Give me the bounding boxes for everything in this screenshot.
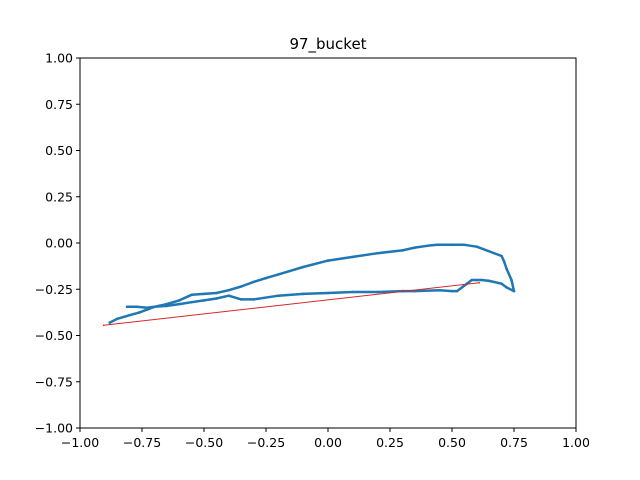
data-point <box>450 289 454 293</box>
data-point <box>252 280 255 284</box>
x-tick-label: 0.75 <box>500 435 528 450</box>
plot-frame <box>79 57 577 429</box>
x-tick-label: −1.00 <box>61 435 99 450</box>
data-point <box>102 324 105 327</box>
x-tick-label: −0.50 <box>185 435 223 450</box>
data-point <box>115 317 119 321</box>
data-point <box>202 292 206 296</box>
data-point <box>125 305 129 309</box>
data-point <box>277 273 280 276</box>
data-point <box>480 278 484 282</box>
data-point <box>326 291 330 295</box>
y-tick-label: 1.00 <box>45 51 73 66</box>
data-point <box>215 297 218 300</box>
data-point <box>475 278 479 282</box>
data-point <box>376 251 379 255</box>
data-point <box>502 260 506 263</box>
series-line-1 <box>103 282 480 326</box>
data-point <box>435 243 439 247</box>
data-point <box>505 267 508 271</box>
y-tick-label: −0.75 <box>35 374 73 389</box>
series-layer <box>102 243 516 327</box>
x-tick-label: 0.50 <box>438 435 466 450</box>
data-point <box>239 298 243 301</box>
data-point <box>487 279 491 283</box>
data-point <box>128 313 131 317</box>
y-tick-label: −0.25 <box>35 282 73 297</box>
data-point <box>138 311 141 314</box>
data-point <box>264 276 268 280</box>
data-point <box>145 306 149 310</box>
x-axis: −1.00 −0.75 −0.50 −0.25 0.00 0.25 0.50 0.75 1.00 <box>61 428 590 450</box>
data-point <box>108 321 112 324</box>
y-tick-label: 0.75 <box>45 97 73 112</box>
data-point <box>190 293 193 297</box>
data-point <box>135 305 139 309</box>
data-point <box>239 285 243 288</box>
data-point <box>190 300 193 304</box>
x-tick-label: −0.75 <box>123 435 161 450</box>
data-point <box>227 294 231 298</box>
x-tick-label: 0.00 <box>314 435 342 450</box>
data-point <box>510 278 513 282</box>
data-point <box>478 282 481 284</box>
data-point <box>301 265 305 269</box>
data-point <box>505 286 508 289</box>
data-point <box>455 289 459 293</box>
y-axis: −1.00 −0.75 −0.50 −0.25 0.00 0.25 0.50 0.75 1.00 <box>35 51 80 436</box>
data-point <box>177 299 181 302</box>
data-point <box>351 255 355 259</box>
data-point <box>177 302 181 306</box>
y-tick-label: 0.50 <box>45 143 73 158</box>
chart-title: 97_bucket <box>289 35 366 54</box>
y-tick-label: 0.25 <box>45 189 73 204</box>
data-point <box>227 288 231 292</box>
data-point <box>165 302 169 306</box>
data-point <box>351 290 355 294</box>
y-tick-label: −1.00 <box>35 421 73 436</box>
data-point <box>450 243 454 247</box>
data-point <box>326 259 330 262</box>
data-point <box>470 278 474 282</box>
data-point <box>145 308 149 311</box>
data-point <box>475 245 479 248</box>
data-point <box>202 299 206 302</box>
y-tick-label: −0.50 <box>35 328 73 343</box>
data-point <box>277 294 280 298</box>
data-point <box>500 254 503 258</box>
data-point <box>153 305 156 309</box>
data-point <box>413 246 417 249</box>
x-tick-label: 0.25 <box>376 435 404 450</box>
data-point <box>438 288 441 292</box>
x-tick-label: 1.00 <box>562 435 590 450</box>
data-point <box>252 298 255 301</box>
data-point <box>512 289 516 293</box>
data-point <box>425 244 429 248</box>
data-point <box>401 249 404 252</box>
data-point <box>215 291 218 295</box>
data-point <box>301 292 305 296</box>
data-point <box>376 290 379 294</box>
y-tick-label: 0.00 <box>45 236 73 251</box>
x-tick-label: −0.25 <box>247 435 285 450</box>
data-point <box>463 243 466 247</box>
data-point <box>165 304 169 308</box>
series-line-0 <box>108 243 516 324</box>
data-point <box>500 282 503 286</box>
